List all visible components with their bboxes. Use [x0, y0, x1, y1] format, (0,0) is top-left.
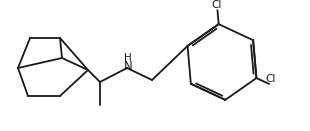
Text: N: N — [124, 59, 132, 72]
Text: H: H — [124, 53, 132, 63]
Text: Cl: Cl — [265, 74, 275, 84]
Text: Cl: Cl — [211, 0, 222, 10]
